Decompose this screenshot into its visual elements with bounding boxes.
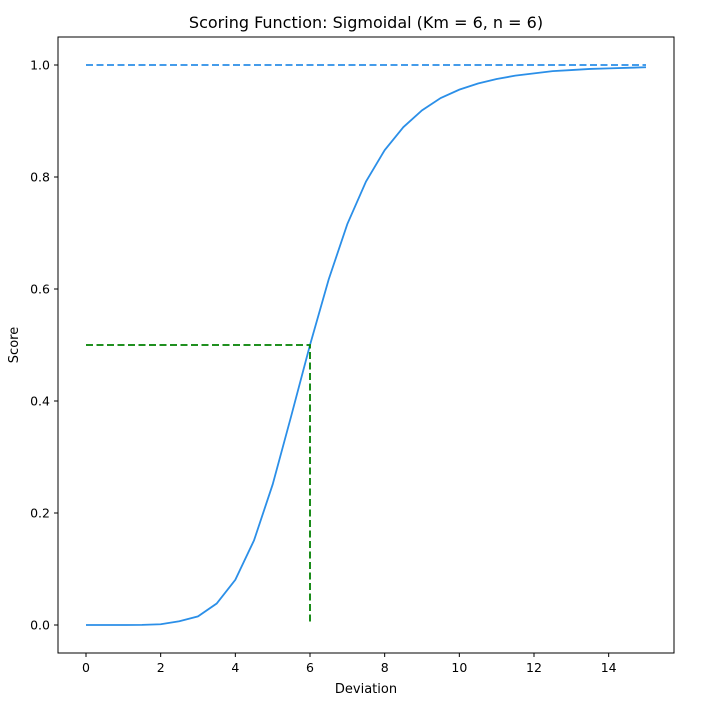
x-tick-label: 10 [451, 660, 467, 675]
y-tick-label: 0.0 [30, 618, 50, 633]
x-axis-label: Deviation [335, 682, 397, 697]
y-tick-label: 0.8 [30, 170, 50, 185]
y-tick-label: 0.2 [30, 506, 50, 521]
x-tick-label: 6 [306, 660, 314, 675]
x-tick-label: 8 [381, 660, 389, 675]
series-2-dashed-line [86, 344, 311, 625]
y-tick-label: 0.6 [30, 282, 50, 297]
x-tick-label: 2 [157, 660, 165, 675]
plot-frame [57, 36, 675, 654]
chart-title: Scoring Function: Sigmoidal (Km = 6, n =… [189, 13, 543, 32]
x-axis: 0 2 4 6 8 10 12 14 [82, 653, 617, 675]
y-tick-label: 0.4 [30, 394, 50, 409]
x-tick-label: 4 [231, 660, 239, 675]
x-tick-label: 0 [82, 660, 90, 675]
series-0-line [86, 66, 647, 626]
y-axis-label: Score [7, 327, 22, 363]
y-tick-label: 1.0 [30, 58, 50, 73]
x-tick-label: 14 [601, 660, 617, 675]
plot-area [86, 64, 647, 626]
x-tick-label: 12 [526, 660, 542, 675]
y-axis: 0.0 0.2 0.4 0.6 0.8 1.0 [30, 58, 58, 633]
